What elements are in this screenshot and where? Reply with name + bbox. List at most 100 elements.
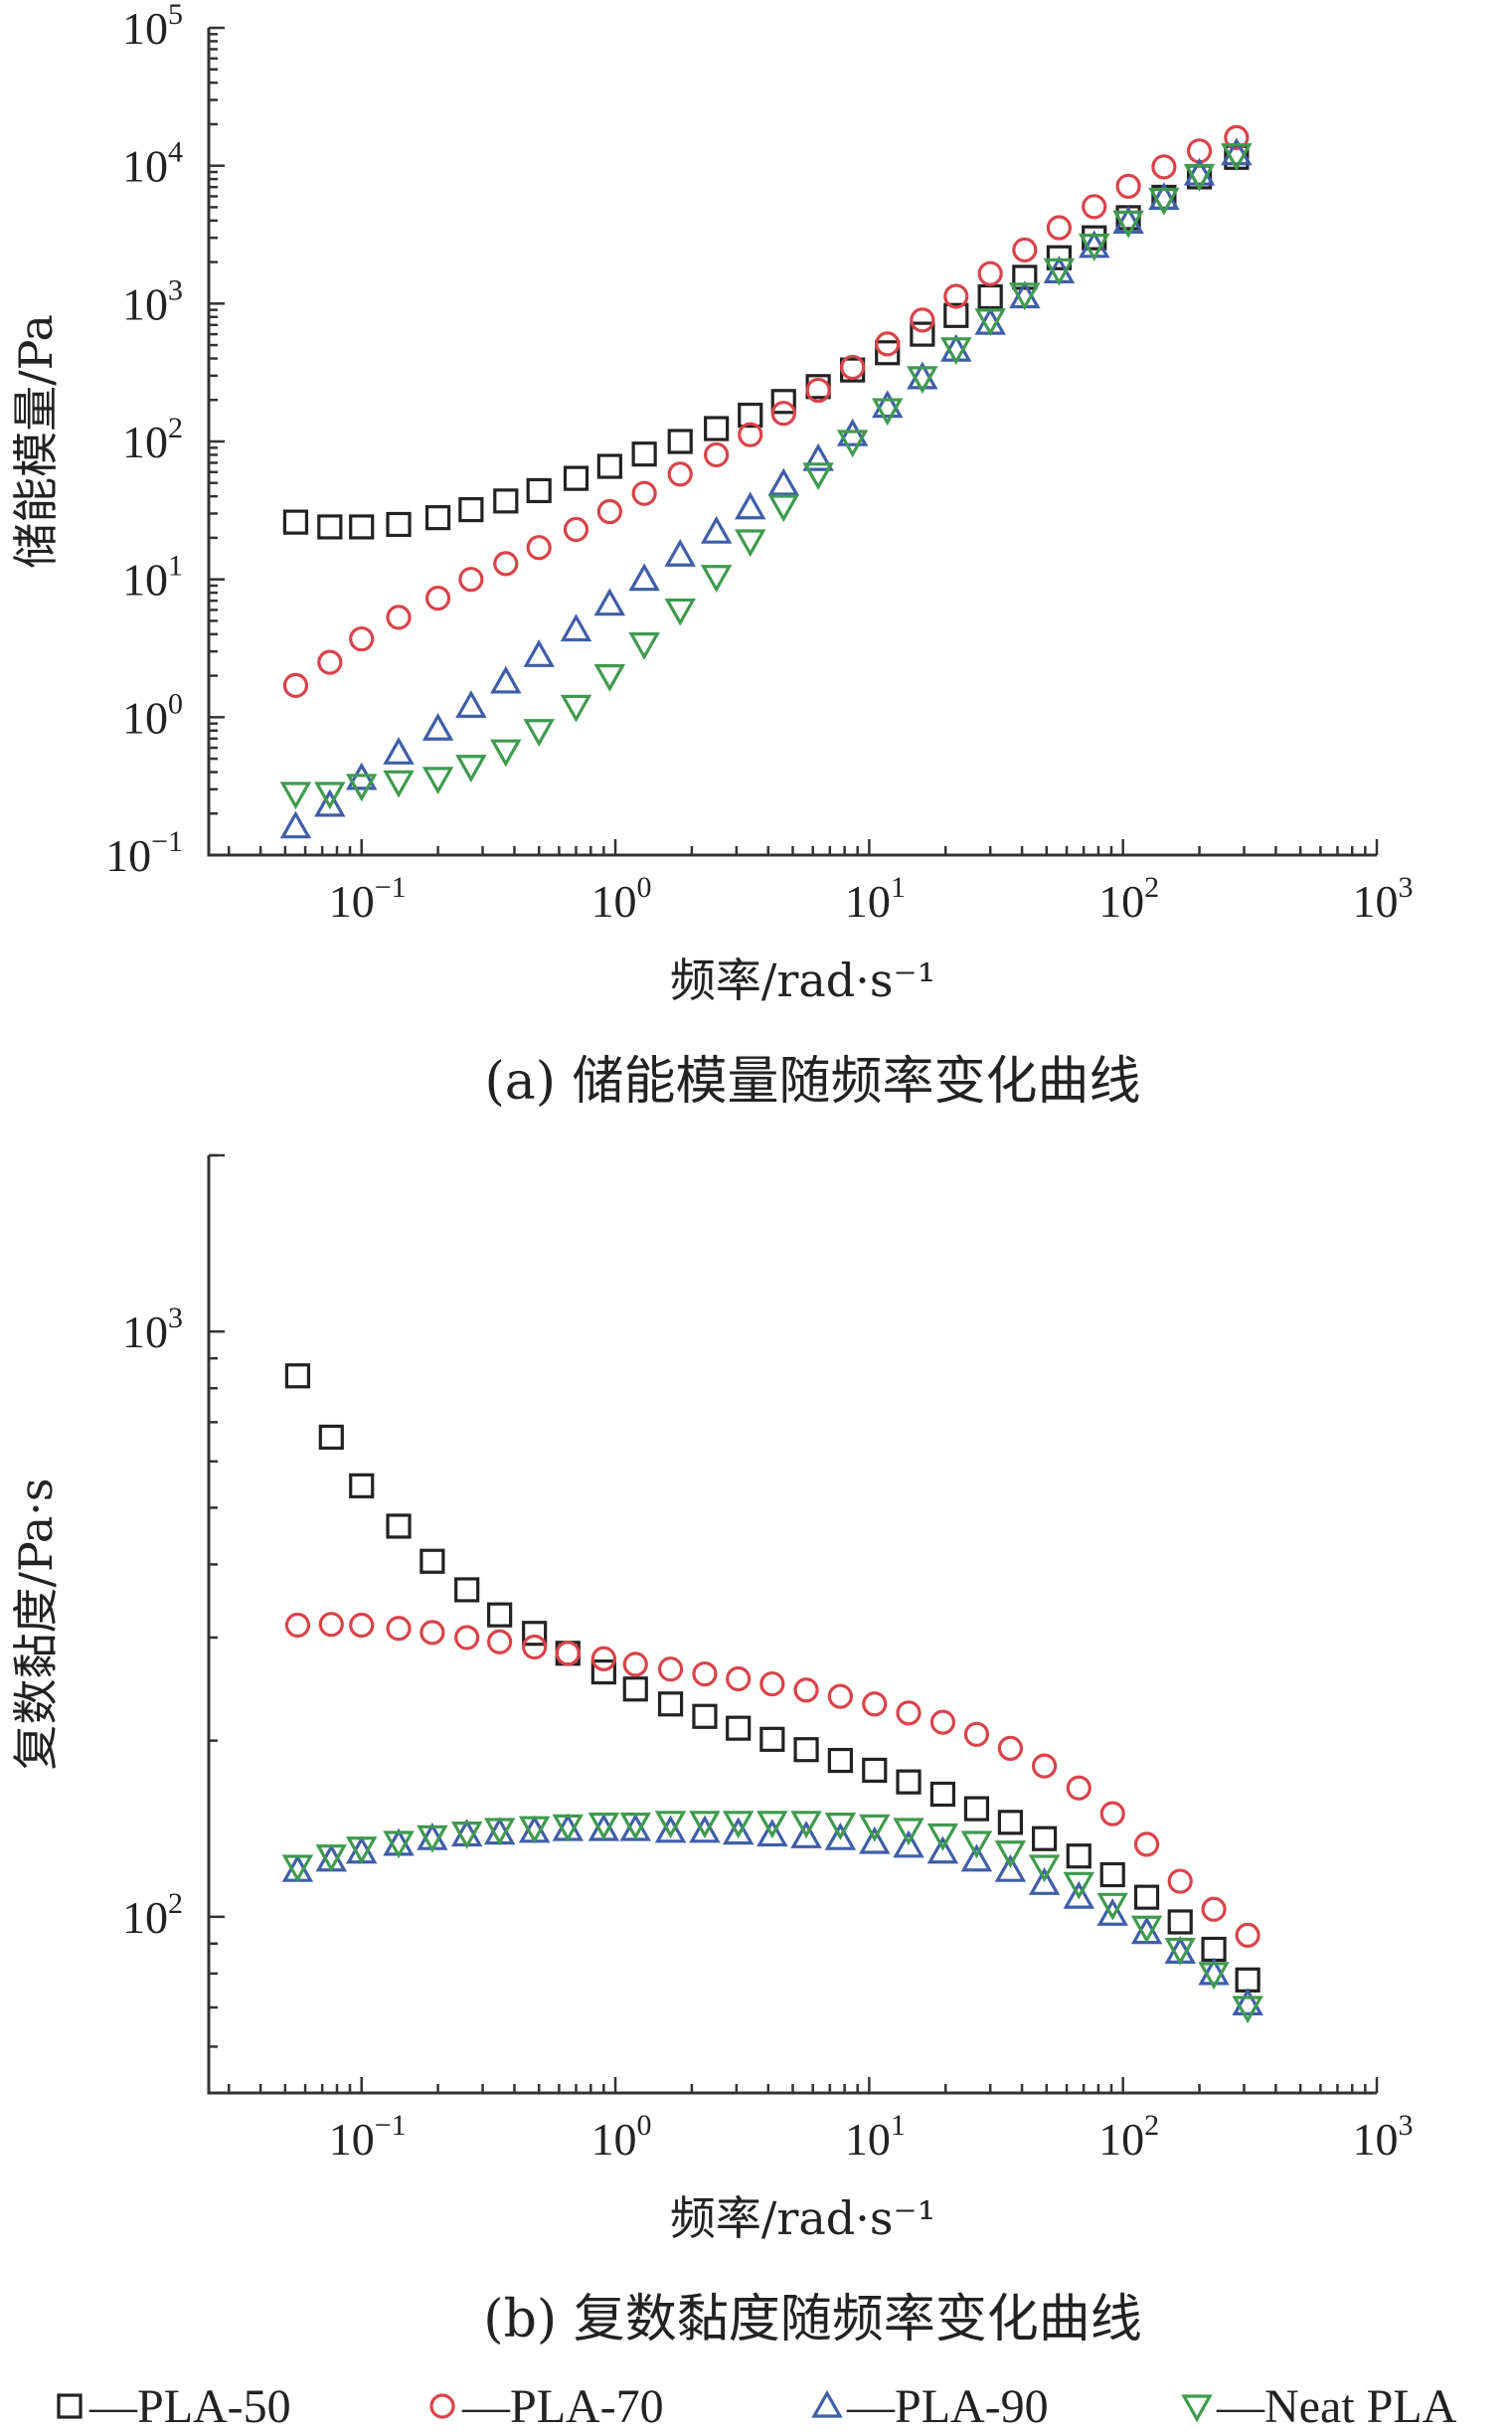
data-point <box>654 1811 687 1839</box>
legend: —PLA-50 —PLA-70 —PLA-90 —Neat PLA <box>57 2380 1457 2433</box>
y-tick-label: 102 <box>122 1887 183 1943</box>
data-point <box>960 1843 993 1872</box>
data-point <box>458 567 484 593</box>
data-point <box>875 340 901 366</box>
data-point <box>1112 210 1144 239</box>
data-point <box>523 719 555 748</box>
data-point <box>386 1513 412 1539</box>
data-point <box>345 774 378 802</box>
data-point <box>628 563 660 592</box>
data-point <box>318 1612 344 1638</box>
data-point <box>997 1810 1023 1835</box>
data-point <box>345 1836 378 1865</box>
data-point <box>689 1815 721 1843</box>
chart-caption: (b) 复数黏度随频率变化曲线 <box>483 2290 1141 2349</box>
data-point <box>349 625 375 652</box>
data-point <box>1099 1861 1125 1888</box>
data-point <box>279 782 312 810</box>
data-point <box>654 1815 687 1843</box>
data-point <box>1164 1936 1196 1965</box>
data-point <box>692 1660 718 1687</box>
data-point <box>421 767 454 795</box>
data-point <box>664 598 696 626</box>
x-tick-label: 101 <box>845 2109 906 2165</box>
data-point <box>590 1646 616 1671</box>
data-point <box>1046 215 1072 241</box>
data-point <box>552 1814 585 1842</box>
y-tick-label: 101 <box>122 550 183 606</box>
data-point <box>859 1826 891 1854</box>
data-point <box>424 505 451 531</box>
data-point <box>738 422 763 447</box>
data-point <box>522 1634 548 1660</box>
data-point <box>827 1683 853 1709</box>
data-point <box>279 810 312 839</box>
data-point <box>455 690 487 718</box>
series-neat-pla <box>281 1811 1263 2024</box>
data-point <box>1012 264 1038 290</box>
data-point <box>526 477 552 504</box>
data-point <box>943 283 969 309</box>
data-point <box>1151 154 1177 180</box>
data-point <box>910 307 935 333</box>
data-point <box>450 1819 483 1847</box>
data-point <box>862 1691 888 1717</box>
data-point <box>1043 256 1076 283</box>
data-point <box>790 1811 822 1839</box>
data-point <box>827 1747 853 1774</box>
data-point <box>1235 1922 1260 1948</box>
data-point <box>596 453 622 479</box>
x-tick-label: 102 <box>1098 871 1159 927</box>
series-neat-pla <box>279 143 1253 810</box>
legend-item-1: —PLA-50 <box>57 2380 291 2433</box>
chart-b: 10−1 100 101 102 103 102 103 频率/rad·s⁻¹ 复数黏度/Pa·… <box>9 1153 1414 2349</box>
legend-label: —PLA-70 <box>461 2380 664 2433</box>
data-point <box>421 713 454 741</box>
data-point <box>458 497 484 523</box>
legend-label: —PLA-50 <box>88 2380 291 2433</box>
data-point <box>454 1577 480 1603</box>
y-tick-label: 104 <box>122 136 183 192</box>
data-point <box>593 588 626 616</box>
data-point <box>1164 1937 1196 1966</box>
data-point <box>455 755 487 783</box>
data-point <box>726 1665 752 1692</box>
data-point <box>977 261 1003 286</box>
data-point <box>896 1769 922 1795</box>
data-point <box>1028 1867 1061 1895</box>
data-point <box>588 1812 620 1840</box>
y-axis-label: 复数黏度/Pa·s <box>9 1478 63 1770</box>
data-point <box>926 1823 959 1851</box>
data-point <box>454 1625 480 1651</box>
data-point <box>767 494 799 523</box>
data-point <box>1221 143 1253 171</box>
data-point <box>1009 282 1041 311</box>
x-tick-label: 102 <box>1098 2109 1159 2165</box>
data-point <box>1167 1909 1193 1935</box>
data-point <box>493 551 519 577</box>
x-tick-label: 101 <box>845 871 906 927</box>
data-point <box>383 770 415 798</box>
data-point <box>386 511 412 538</box>
data-point <box>1096 1898 1128 1926</box>
data-point <box>1148 182 1180 211</box>
data-point <box>963 1796 990 1822</box>
x-tick-label: 100 <box>591 871 652 927</box>
data-point <box>871 390 904 419</box>
data-point <box>386 1616 412 1642</box>
y-tick-label: 105 <box>122 0 183 54</box>
x-tick-label: 103 <box>1353 2109 1414 2165</box>
data-point <box>994 1840 1027 1868</box>
data-point <box>1201 1936 1227 1963</box>
data-point <box>622 1652 648 1677</box>
data-point <box>1133 1884 1160 1910</box>
x-tick-label: 10−1 <box>329 2109 407 2165</box>
data-point <box>1232 1988 1263 2015</box>
data-point <box>522 1621 548 1647</box>
data-point <box>770 401 796 427</box>
data-point <box>1028 1854 1061 1883</box>
y-tick-label: 10−1 <box>105 825 183 881</box>
data-point <box>487 1629 513 1654</box>
data-point <box>563 465 589 491</box>
data-point <box>657 1691 684 1717</box>
